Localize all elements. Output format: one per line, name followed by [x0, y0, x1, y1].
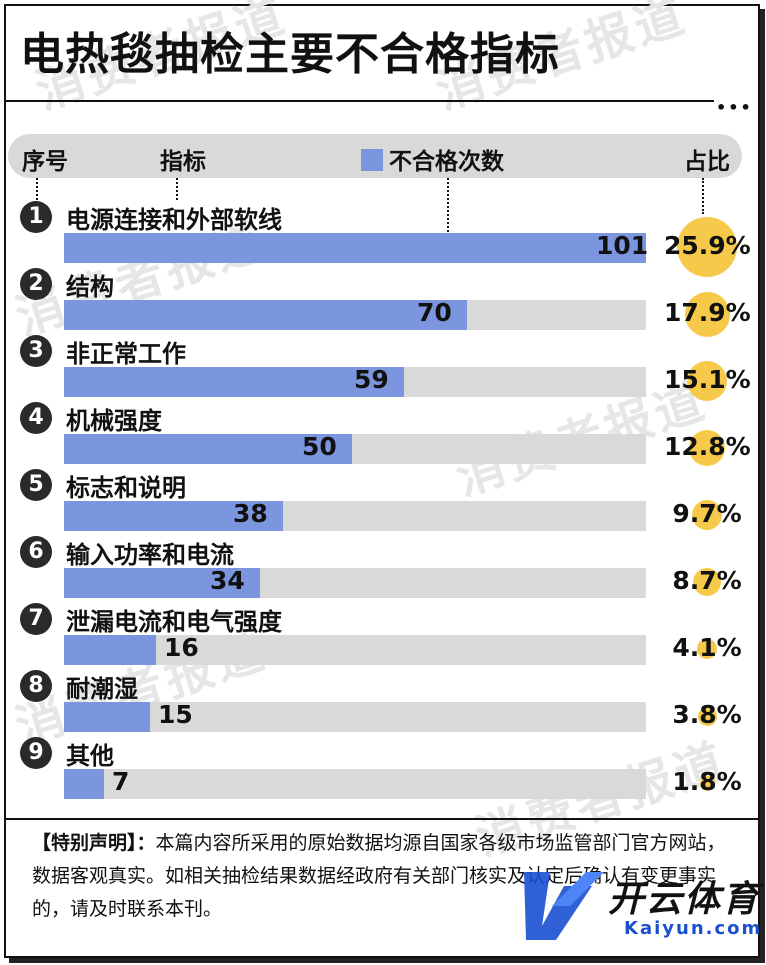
- bar-track: [64, 233, 646, 263]
- more-dots-icon: •••: [716, 98, 753, 117]
- bar: [64, 501, 283, 531]
- logo-text: 开云体育: [608, 879, 761, 920]
- guide-line: [36, 178, 38, 200]
- rank-badge: 3: [20, 335, 52, 367]
- category-label: 非正常工作: [66, 340, 186, 368]
- share-bubble: [697, 706, 717, 726]
- bar-row: 1 电源连接和外部软线 101 25.9%: [0, 198, 766, 277]
- rank-badge: 7: [20, 603, 52, 635]
- share-label: 9.7%: [672, 499, 742, 528]
- bar-row: 3 非正常工作 59 15.1%: [0, 332, 766, 401]
- bar: [64, 702, 150, 732]
- rank-badge: 6: [20, 536, 52, 568]
- share-bubble: [699, 775, 715, 791]
- bar-row: 8 耐潮湿 15 3.8%: [0, 667, 766, 733]
- header-share: 占比: [684, 149, 730, 175]
- bar: [64, 769, 104, 799]
- bar-track: [64, 769, 646, 799]
- guide-line: [176, 178, 178, 200]
- guide-line: [447, 178, 449, 232]
- bar-row: 2 结构 70 17.9%: [0, 265, 766, 337]
- bar-track: [64, 635, 646, 665]
- share-bubble: [693, 568, 721, 596]
- bar: [64, 568, 260, 598]
- legend: 不合格次数: [361, 142, 504, 176]
- value-label: 101: [596, 231, 649, 260]
- chart-title: 电热毯抽检主要不合格指标: [20, 29, 560, 80]
- share-bubble: [687, 361, 727, 401]
- bar: [64, 300, 467, 330]
- bar-track: [64, 702, 646, 732]
- rank-badge: 8: [20, 670, 52, 702]
- footer-note: 【特别声明】：本篇内容所采用的原始数据均源自国家各级市场监管部门官方网站，数据客…: [32, 827, 732, 926]
- bar: [64, 367, 404, 397]
- site-logo: 开云体育 Kaiyun.com: [512, 866, 764, 950]
- category-label: 泄漏电流和电气强度: [66, 608, 282, 636]
- value-label: 15: [158, 700, 193, 729]
- share-label: 25.9%: [664, 231, 751, 260]
- category-label: 耐潮湿: [66, 675, 138, 703]
- share-label: 8.7%: [672, 566, 742, 595]
- legend-label: 不合格次数: [389, 149, 504, 175]
- bar-track: [64, 367, 646, 397]
- bar: [64, 434, 352, 464]
- category-label: 输入功率和电流: [66, 541, 234, 569]
- rank-badge: 2: [20, 268, 52, 300]
- category-label: 结构: [66, 273, 114, 301]
- title-divider: [4, 100, 714, 102]
- share-bubble: [692, 500, 722, 530]
- share-label: 3.8%: [672, 700, 742, 729]
- share-bubble: [697, 639, 717, 659]
- category-label: 标志和说明: [66, 474, 186, 502]
- share-bubble: [684, 291, 730, 337]
- logo-mark-icon: [524, 872, 604, 940]
- rank-badge: 9: [20, 737, 52, 769]
- bar: [64, 635, 156, 665]
- category-label: 电源连接和外部软线: [66, 206, 282, 234]
- value-label: 38: [233, 499, 268, 528]
- share-label: 4.1%: [672, 633, 742, 662]
- header-seq: 序号: [22, 149, 68, 175]
- rank-badge: 5: [20, 469, 52, 501]
- value-label: 70: [417, 298, 452, 327]
- share-label: 12.8%: [664, 432, 751, 461]
- bar-row: 7 泄漏电流和电气强度 16 4.1%: [0, 600, 766, 666]
- share-bubble: [677, 217, 737, 277]
- bar-track: [64, 434, 646, 464]
- bar-track: [64, 568, 646, 598]
- legend-swatch: [361, 149, 383, 171]
- bar-row: 4 机械强度 50 12.8%: [0, 399, 766, 466]
- value-label: 50: [302, 432, 337, 461]
- share-label: 1.8%: [672, 767, 742, 796]
- value-label: 59: [354, 365, 389, 394]
- bar-row: 5 标志和说明 38 9.7%: [0, 466, 766, 532]
- header-indicator: 指标: [160, 149, 206, 175]
- rank-badge: 4: [20, 402, 52, 434]
- bar-row: 9 其他 7 1.8%: [0, 734, 766, 800]
- footer-lead: 【特别声明】：: [32, 832, 156, 854]
- logo-subtext: Kaiyun.com: [624, 918, 763, 939]
- share-label: 15.1%: [664, 365, 751, 394]
- bar-track: [64, 300, 646, 330]
- guide-line: [702, 178, 704, 214]
- value-label: 16: [164, 633, 199, 662]
- category-label: 其他: [66, 742, 114, 770]
- column-header: 序号 指标 不合格次数 占比: [8, 134, 742, 178]
- bar: [64, 233, 646, 263]
- category-label: 机械强度: [66, 407, 162, 435]
- share-label: 17.9%: [664, 298, 751, 327]
- bar-track: [64, 501, 646, 531]
- rank-badge: 1: [20, 201, 52, 233]
- bar-row: 6 输入功率和电流 34 8.7%: [0, 533, 766, 599]
- value-label: 34: [210, 566, 245, 595]
- value-label: 7: [112, 767, 130, 796]
- footer-divider: [6, 818, 758, 820]
- share-bubble: [689, 430, 725, 466]
